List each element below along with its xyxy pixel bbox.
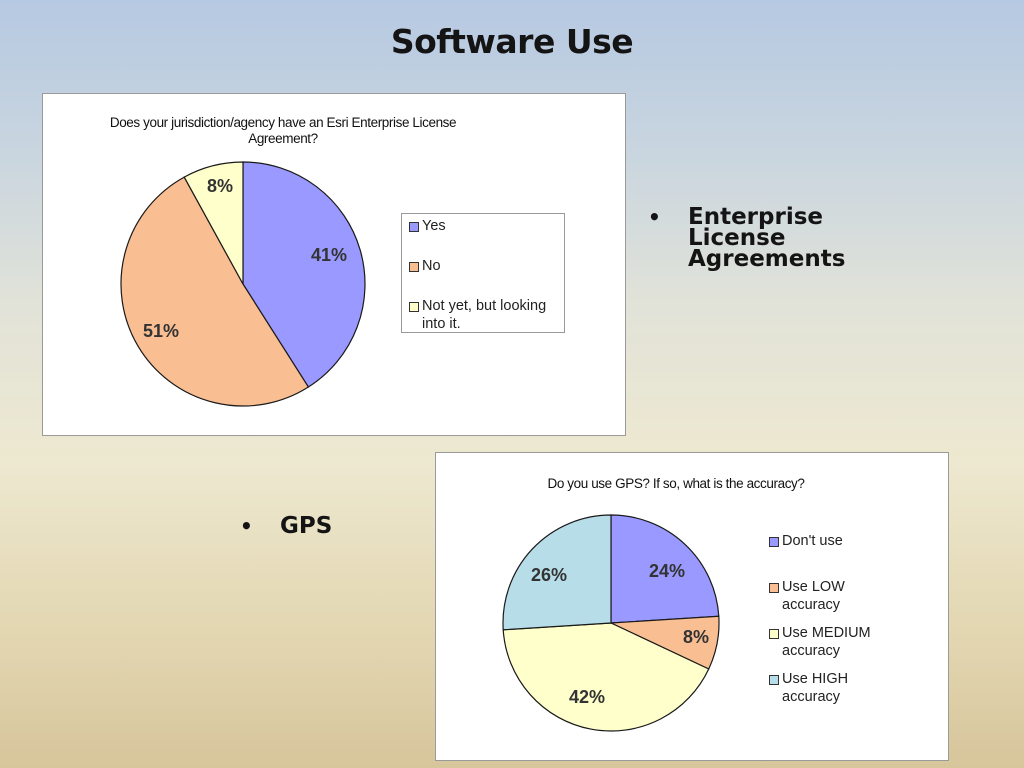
- gps-chart-panel: Do you use GPS? If so, what is the accur…: [435, 452, 949, 761]
- pie-label-no: 51%: [143, 321, 179, 341]
- legend-label-medium: Use MEDIUM accuracy: [782, 625, 871, 659]
- pie-slice-no: [120, 176, 310, 407]
- pie-slice-dont-use: [610, 514, 720, 624]
- bullet-text: Enterprise License Agreements: [688, 204, 846, 272]
- legend-swatch-medium: [769, 629, 779, 639]
- legend-swatch-high: [769, 675, 779, 685]
- legend-swatch-low: [769, 583, 779, 593]
- legend-swatch-dont-use: [769, 537, 779, 547]
- bullet-text: GPS: [280, 513, 333, 539]
- pie-label-yes: 41%: [311, 245, 347, 265]
- ela-chart-title: Does your jurisdiction/agency have an Es…: [109, 115, 457, 146]
- pie-slice-yes: [242, 161, 366, 388]
- legend-label-not-yet: Not yet, but looking into it.: [422, 298, 547, 332]
- legend-label-no: No: [422, 258, 441, 274]
- ela-pie-chart: 41% 51% 8%: [120, 161, 366, 407]
- legend-label-yes: Yes: [422, 218, 446, 234]
- bullet-dot: •: [648, 205, 661, 229]
- pie-slice-not-yet: [183, 161, 244, 285]
- slide-title: Software Use: [390, 22, 634, 61]
- legend-label-dont-use: Don't use: [782, 533, 843, 549]
- bullet-dot: •: [240, 514, 253, 538]
- legend-swatch-no: [409, 262, 419, 272]
- pie-label-high: 26%: [531, 565, 567, 585]
- legend-swatch-not-yet: [409, 302, 419, 312]
- pie-slice-medium: [502, 622, 710, 732]
- legend-label-low: Use LOW accuracy: [782, 579, 845, 613]
- pie-label-medium: 42%: [569, 687, 605, 707]
- pie-label-not-yet: 8%: [207, 176, 233, 196]
- pie-label-low: 8%: [683, 627, 709, 647]
- pie-label-dont-use: 24%: [649, 561, 685, 581]
- ela-chart-panel: Does your jurisdiction/agency have an Es…: [42, 93, 626, 436]
- gps-pie-chart: 24% 8% 42% 26%: [502, 514, 720, 732]
- pie-slice-high: [502, 514, 612, 631]
- gps-chart-title: Do you use GPS? If so, what is the accur…: [547, 476, 805, 491]
- legend-label-high: Use HIGH accuracy: [782, 671, 849, 705]
- legend-swatch-yes: [409, 222, 419, 232]
- gps-legend: Don't use Use LOW accuracy Use MEDIUM ac…: [762, 529, 912, 709]
- ela-legend: Yes No Not yet, but looking into it.: [401, 213, 565, 333]
